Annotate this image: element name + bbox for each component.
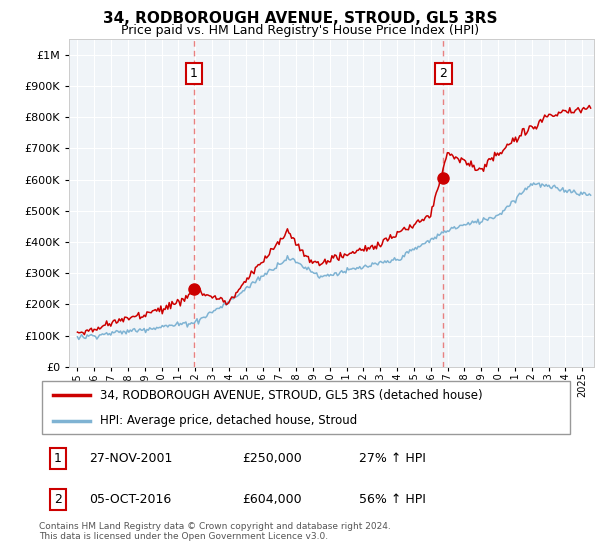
Text: £604,000: £604,000 (242, 493, 302, 506)
Text: 27% ↑ HPI: 27% ↑ HPI (359, 452, 425, 465)
Text: 05-OCT-2016: 05-OCT-2016 (89, 493, 172, 506)
Text: £250,000: £250,000 (242, 452, 302, 465)
Text: Price paid vs. HM Land Registry's House Price Index (HPI): Price paid vs. HM Land Registry's House … (121, 24, 479, 37)
Text: 1: 1 (190, 67, 198, 80)
FancyBboxPatch shape (42, 381, 570, 434)
Text: 1: 1 (54, 452, 62, 465)
Text: 2: 2 (439, 67, 448, 80)
Text: 56% ↑ HPI: 56% ↑ HPI (359, 493, 425, 506)
Text: 34, RODBOROUGH AVENUE, STROUD, GL5 3RS: 34, RODBOROUGH AVENUE, STROUD, GL5 3RS (103, 11, 497, 26)
Text: 34, RODBOROUGH AVENUE, STROUD, GL5 3RS (detached house): 34, RODBOROUGH AVENUE, STROUD, GL5 3RS (… (100, 389, 483, 402)
Text: Contains HM Land Registry data © Crown copyright and database right 2024.
This d: Contains HM Land Registry data © Crown c… (39, 522, 391, 542)
Text: 27-NOV-2001: 27-NOV-2001 (89, 452, 173, 465)
Text: 2: 2 (54, 493, 62, 506)
Text: HPI: Average price, detached house, Stroud: HPI: Average price, detached house, Stro… (100, 414, 358, 427)
